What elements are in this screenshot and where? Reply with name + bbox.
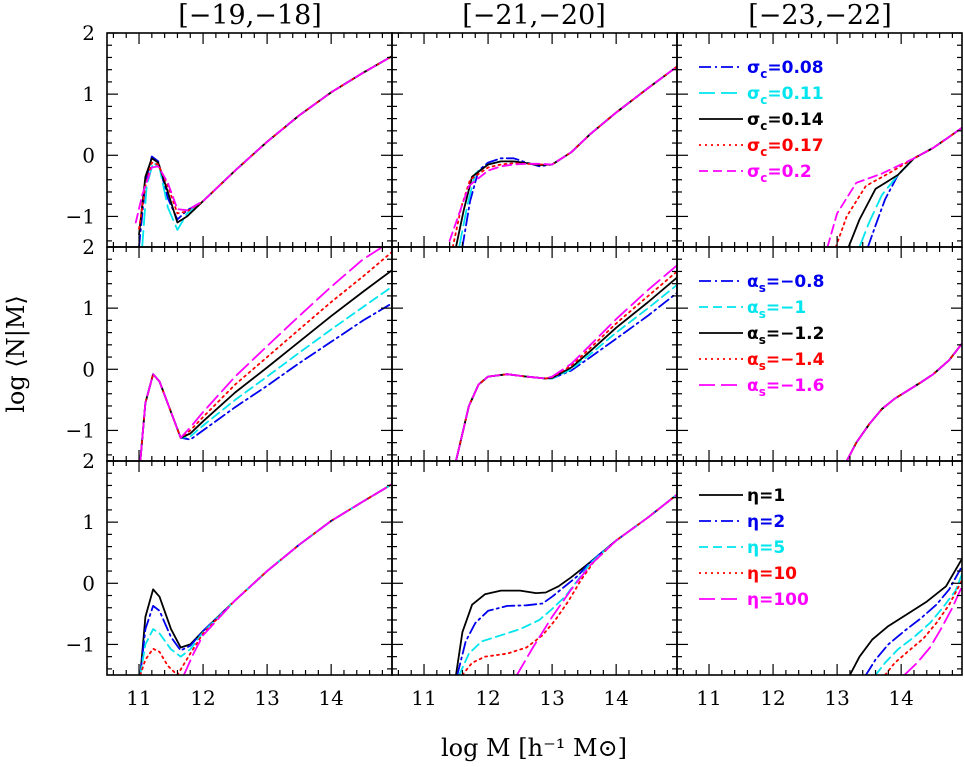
y-tick-label: 0 [82, 571, 95, 595]
panel-r3-c3: 11 12 13 14 η=1 η=2 η=5 η=10 η=100 [676, 460, 963, 710]
legend-label-1: σc=0.08 [747, 58, 824, 81]
series-line-alpha_s-3 [455, 276, 677, 461]
panel-r1-c1: −1 0 1 2 [66, 21, 393, 248]
panel-r2-c3: αs=−0.8 αs=−1 αs=−1.2 αs=−1.4 αs=−1.6 [676, 246, 963, 462]
series-line-alpha_s-4 [845, 342, 962, 461]
y-axis-label: log ⟨N|M⟩ [2, 295, 31, 413]
x-tick-label: 11 [126, 686, 151, 710]
y-tick-label: 2 [82, 449, 95, 473]
panel-r2-c2 [391, 246, 678, 462]
series-line-alpha_s-4 [139, 250, 392, 461]
series-line-eta-5 [516, 493, 677, 675]
series-line-sigma_c-2 [458, 65, 677, 247]
legend-label-3: η=5 [747, 538, 785, 558]
panel-frame [106, 460, 393, 676]
panel-frame [106, 32, 393, 248]
series-line-sigma_c-1 [867, 126, 962, 247]
series-line-alpha_s-2 [139, 285, 392, 461]
panel-frame [391, 460, 678, 676]
series-line-sigma_c-2 [858, 126, 962, 247]
series-line-alpha_s-1 [139, 302, 392, 461]
series-line-eta-2 [456, 493, 677, 675]
legend-label-1: η=1 [747, 486, 785, 506]
legend-label-5: αs=−1.6 [747, 376, 824, 399]
series-line-alpha_s-5 [139, 247, 384, 461]
x-tick-label: 13 [539, 686, 564, 710]
series-line-sigma_c-5 [448, 65, 677, 242]
legend-label-4: σc=0.17 [747, 136, 824, 159]
series-line-sigma_c-5 [826, 126, 962, 247]
series-line-alpha_s-5 [455, 264, 677, 461]
series-line-alpha_s-2 [845, 342, 962, 461]
series-line-sigma_c-3 [455, 65, 677, 247]
legend-sigma_c: σc=0.08 σc=0.11 σc=0.14 σc=0.17 σc=0.2 [699, 58, 824, 185]
series-line-alpha_s-5 [845, 342, 962, 461]
y-tick-label: −1 [66, 204, 95, 228]
series-line-eta-2 [139, 483, 392, 675]
legend-label-5: σc=0.2 [747, 162, 812, 185]
x-tick-label: 12 [190, 686, 215, 710]
column-title-2: [−21,−20] [462, 0, 606, 31]
series-line-eta-5 [903, 585, 962, 675]
legend-label-4: η=10 [747, 564, 797, 584]
panel-r2-c1: −1 0 1 2 [66, 235, 393, 462]
panel-r1-c3: σc=0.08 σc=0.11 σc=0.14 σc=0.17 σc=0.2 [676, 32, 963, 248]
series-line-sigma_c-3 [138, 55, 392, 236]
series-line-alpha_s-4 [455, 270, 677, 461]
y-tick-label: −1 [66, 632, 95, 656]
legend-label-5: η=100 [747, 590, 809, 610]
x-tick-label: 13 [824, 686, 849, 710]
series-line-eta-5 [182, 483, 392, 675]
y-tick-label: −1 [66, 418, 95, 442]
legend-label-2: η=2 [747, 512, 785, 532]
series-line-eta-4 [139, 483, 392, 675]
x-tick-label: 14 [888, 686, 913, 710]
series-line-alpha_s-3 [845, 342, 962, 461]
series-line-eta-3 [874, 573, 962, 675]
y-tick-label: 2 [82, 21, 95, 45]
panel-r1-c2 [391, 32, 678, 248]
panel-frame [391, 246, 678, 462]
y-tick-label: 1 [82, 510, 95, 534]
series-line-sigma_c-1 [461, 65, 677, 247]
legend-label-3: σc=0.14 [747, 110, 824, 133]
series-line-sigma_c-4 [451, 65, 677, 247]
panel-frame [106, 246, 393, 462]
legend-label-4: αs=−1.4 [747, 350, 825, 373]
legend-label-2: αs=−1 [747, 298, 806, 321]
y-tick-label: 2 [82, 235, 95, 259]
column-title-1: [−19,−18] [178, 0, 322, 31]
series-line-eta-4 [461, 493, 677, 675]
x-tick-label: 13 [254, 686, 279, 710]
x-tick-label: 14 [318, 686, 343, 710]
y-tick-label: 0 [82, 143, 95, 167]
panels-group: −1012σc=0.08σc=0.11σc=0.14σc=0.17σc=0.2−… [66, 21, 963, 710]
x-axis-label: log M [h⁻¹ M⊙] [441, 734, 627, 762]
panel-frame [391, 32, 678, 248]
series-line-alpha_s-1 [845, 342, 962, 461]
y-tick-label: 1 [82, 82, 95, 106]
series-line-eta-1 [849, 557, 962, 675]
panel-r3-c2: 11 12 13 14 [391, 460, 678, 710]
column-title-3: [−23,−22] [748, 0, 892, 31]
x-tick-label: 12 [475, 686, 500, 710]
y-tick-label: 1 [82, 296, 95, 320]
x-tick-label: 11 [411, 686, 436, 710]
legend-eta: η=1 η=2 η=5 η=10 η=100 [699, 486, 809, 610]
panel-frame [676, 460, 963, 676]
series-line-eta-4 [884, 579, 962, 675]
series-line-sigma_c-5 [134, 55, 392, 224]
x-tick-label: 14 [603, 686, 628, 710]
y-tick-label: 0 [82, 357, 95, 381]
x-tick-label: 12 [760, 686, 785, 710]
series-line-eta-2 [865, 565, 962, 675]
legend-label-3: αs=−1.2 [747, 324, 824, 347]
legend-alpha_s: αs=−0.8 αs=−1 αs=−1.2 αs=−1.4 αs=−1.6 [699, 272, 825, 399]
legend-label-1: αs=−0.8 [747, 272, 824, 295]
x-tick-label: 11 [696, 686, 721, 710]
legend-label-2: σc=0.11 [747, 84, 824, 107]
